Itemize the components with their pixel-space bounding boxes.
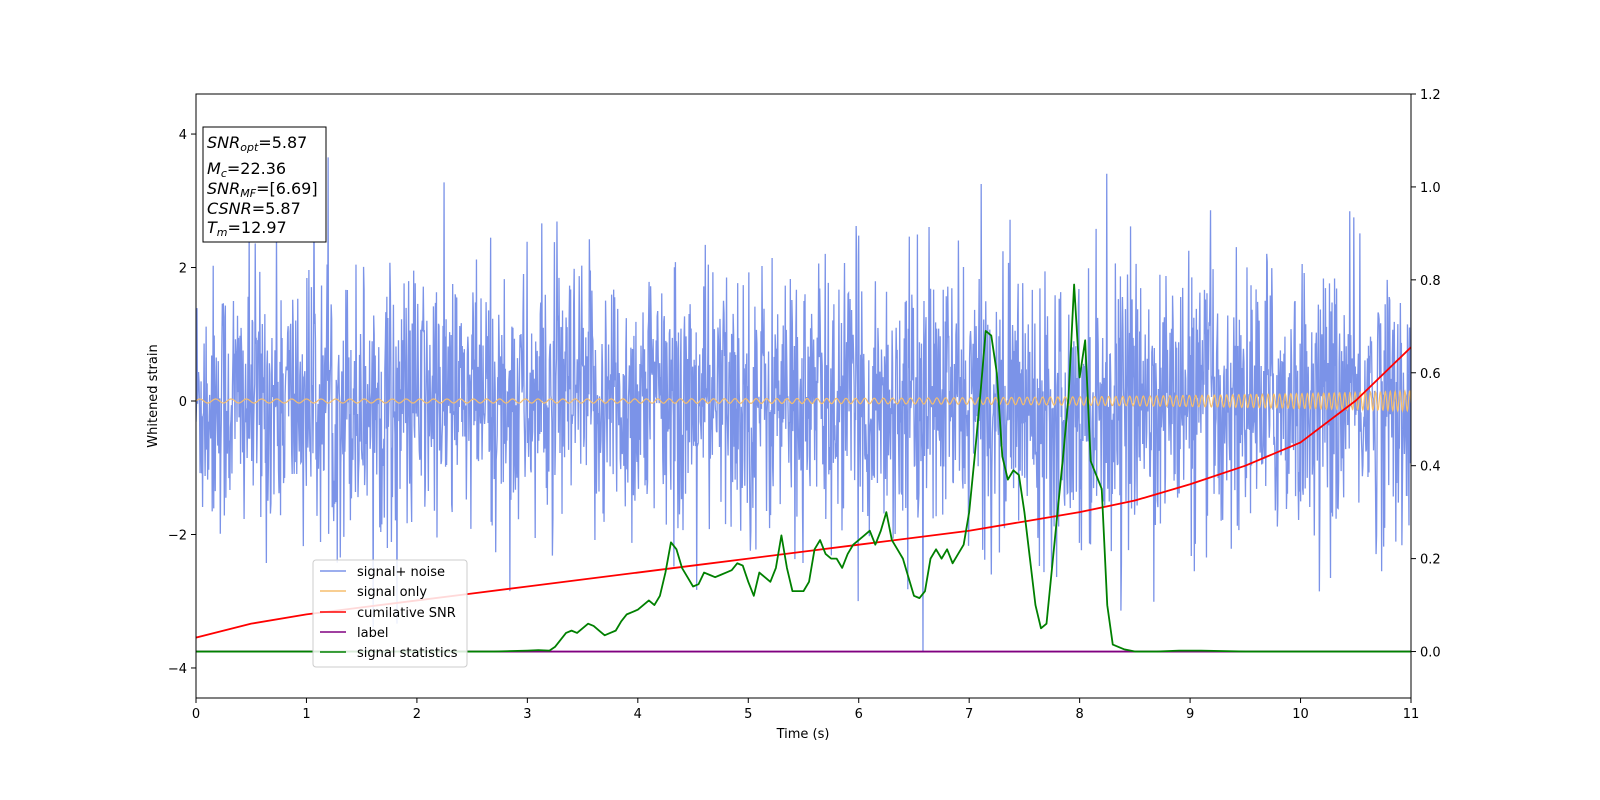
- y2-tick-label: 0.4: [1420, 460, 1441, 475]
- y-axis-label: Whitened strain: [146, 344, 161, 447]
- x-tick-label: 2: [413, 707, 421, 722]
- info-snr-mf: SNRMF=[6.69]: [207, 179, 318, 200]
- x-axis-label: Time (s): [776, 727, 830, 742]
- legend: signal+ noise signal only cumilative SNR…: [312, 559, 468, 668]
- y2-tick-label: 1.2: [1420, 88, 1441, 103]
- x-tick-label: 3: [523, 707, 531, 722]
- info-snr-opt: SNRopt=5.87: [207, 133, 307, 154]
- plot-frame: [195, 93, 1412, 699]
- info-snr-opt-value: 5.87: [272, 133, 308, 152]
- signal-only-line: [196, 389, 1411, 413]
- y2-tick-label: 0.8: [1420, 274, 1441, 289]
- info-box: SNRopt=5.87 Mc=22.36 SNRMF=[6.69] CSNR=5…: [202, 126, 327, 243]
- legend-label-signal-noise: signal+ noise: [357, 565, 445, 580]
- y-tick-label: 4: [179, 128, 187, 143]
- series-signal-noise: [196, 157, 1411, 652]
- x-tick-label: 7: [965, 707, 973, 722]
- x-tick-label: 4: [634, 707, 642, 722]
- series-signal-only: [196, 389, 1411, 413]
- x-tick-label: 6: [855, 707, 863, 722]
- y2-tick-label: 0.6: [1420, 367, 1441, 382]
- info-tm: Tm=12.97: [207, 218, 287, 239]
- x-tick-label: 5: [744, 707, 752, 722]
- x-tick-label: 9: [1186, 707, 1194, 722]
- info-tm-value: 12.97: [241, 218, 287, 237]
- info-csnr-value: 5.87: [265, 199, 301, 218]
- y-tick-label: −2: [168, 528, 187, 543]
- legend-label-label: label: [357, 626, 388, 641]
- x-tick-label: 0: [192, 707, 200, 722]
- x-tick-label: 8: [1075, 707, 1083, 722]
- signal-noise-line: [196, 157, 1411, 652]
- legend-label-cumulative-snr: cumilative SNR: [357, 606, 456, 621]
- y-tick-label: −4: [168, 662, 187, 677]
- info-mc-value: 22.36: [240, 159, 286, 178]
- y2-tick-label: 0.2: [1420, 553, 1441, 568]
- signal-statistics-line: [196, 283, 1411, 653]
- y2-tick-label: 0.0: [1420, 646, 1441, 661]
- axes: 0 1 2 3 4 5 6 7 8 9 10 11 −4 −2 0 2 4 0.0 0.2 0.4 0.6 0.8 1.0 1…: [168, 88, 1441, 722]
- x-tick-label: 1: [302, 707, 310, 722]
- y2-tick-label: 1.0: [1420, 181, 1441, 196]
- info-box-frame: [202, 126, 327, 243]
- x-tick-label: 11: [1403, 707, 1420, 722]
- y-tick-label: 0: [179, 395, 187, 410]
- info-snr-mf-value: [6.69]: [269, 179, 317, 198]
- info-mc: Mc=22.36: [207, 159, 286, 180]
- legend-frame: [312, 559, 468, 668]
- legend-label-signal-only: signal only: [357, 585, 427, 600]
- x-tick-label: 10: [1292, 707, 1309, 722]
- y-tick-label: 2: [179, 262, 187, 277]
- info-csnr: CSNR=5.87: [207, 199, 301, 218]
- legend-label-signal-statistics: signal statistics: [357, 646, 458, 661]
